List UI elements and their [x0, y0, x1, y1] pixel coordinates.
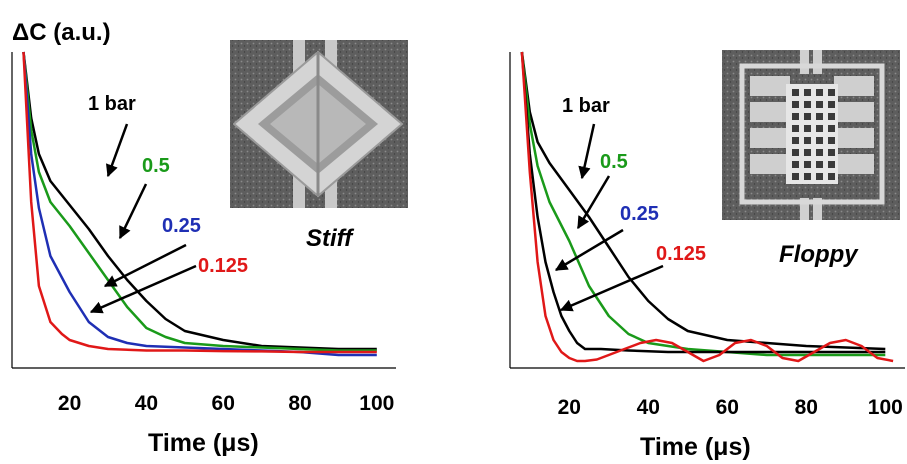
series-label-0.5: 0.5 [142, 155, 170, 177]
series-label-0.25: 0.25 [620, 203, 659, 225]
series-line-0.25 [520, 51, 886, 354]
x-tick-label: 60 [212, 392, 235, 415]
x-tick-label: 20 [58, 392, 81, 415]
series-group [520, 51, 894, 363]
inset-photo-stiff [230, 40, 408, 208]
chart-panel-floppy: Floppy 20 40 60 80 100 Time (μs) 1 bar 0.5 0… [509, 50, 905, 461]
chart-panel-stiff: Stiff 20 40 60 80 100 Time (μs) 1 bar 0.5 0.… [11, 40, 408, 457]
x-tick-label: 100 [359, 392, 394, 415]
x-tick-label: 100 [868, 396, 903, 419]
arrow-0.5 [576, 175, 611, 230]
x-tick-label: 80 [795, 396, 818, 419]
series-label-0.25: 0.25 [162, 215, 201, 237]
x-axis-label: Time (μs) [148, 429, 259, 457]
series-label-0.125: 0.125 [656, 243, 706, 265]
series-line-1-bar [520, 51, 886, 351]
x-ticks: 20 40 60 80 100 [558, 396, 903, 419]
arrow-0.25 [554, 228, 624, 272]
series-line-0.125 [520, 51, 894, 363]
y-axis-label: ΔC (a.u.) [12, 19, 111, 46]
arrow-0.25 [103, 243, 187, 288]
series-label-0.5: 0.5 [600, 151, 628, 173]
arrow-1bar [105, 123, 129, 178]
tag-floppy: Floppy [779, 241, 859, 268]
series-line-0.5 [22, 51, 377, 352]
x-tick-label: 80 [288, 392, 311, 415]
x-tick-label: 20 [558, 396, 581, 419]
series-line-0.125 [22, 51, 377, 354]
series-label-0.125: 0.125 [198, 255, 248, 277]
x-tick-label: 40 [135, 392, 158, 415]
series-label-1bar: 1 bar [88, 93, 136, 115]
series-group [22, 51, 377, 357]
arrow-1bar [578, 123, 596, 180]
inset-photo-floppy [722, 50, 900, 220]
arrow-0.5 [118, 183, 148, 240]
series-line-0.5 [520, 51, 886, 357]
arrow-0.125 [559, 264, 664, 312]
tag-stiff: Stiff [306, 225, 354, 252]
x-axis-label: Time (μs) [640, 433, 751, 461]
series-label-1bar: 1 bar [562, 95, 610, 117]
arrow-0.125 [89, 264, 197, 314]
x-tick-label: 60 [716, 396, 739, 419]
series-line-1-bar [22, 51, 377, 351]
x-ticks: 20 40 60 80 100 [58, 392, 394, 415]
x-tick-label: 40 [637, 396, 660, 419]
